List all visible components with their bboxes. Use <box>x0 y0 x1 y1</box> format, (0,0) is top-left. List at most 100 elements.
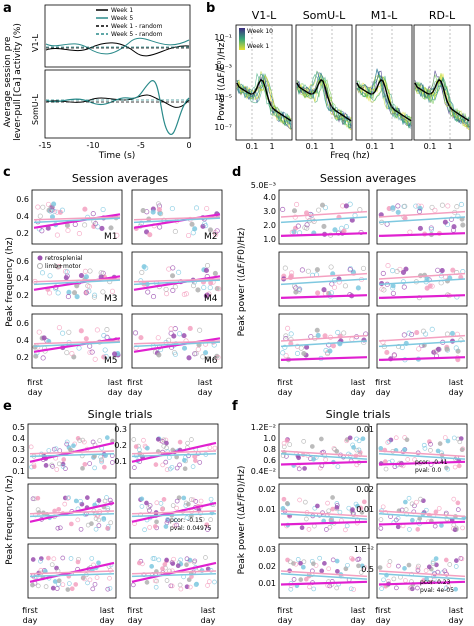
svg-text:0.8: 0.8 <box>263 445 276 454</box>
svg-text:0.1: 0.1 <box>114 457 127 466</box>
panel-d-xticks: first day last day first day last day <box>277 378 463 397</box>
svg-text:0.5: 0.5 <box>12 423 25 432</box>
panel-e-label: e <box>3 399 12 414</box>
panel-d: d Session averages Peak power ((ΔF/F0)/H… <box>232 165 468 397</box>
svg-text:10⁻¹: 10⁻¹ <box>214 33 232 42</box>
svg-text:pcor: -0.15: pcor: -0.15 <box>170 517 203 524</box>
panel-a-sub-v1: V1-L <box>31 34 40 52</box>
svg-text:-15: -15 <box>38 141 51 150</box>
panel-f-sub-0-1 <box>376 423 468 479</box>
svg-text:day: day <box>351 616 366 625</box>
svg-text:0.02: 0.02 <box>258 485 276 494</box>
svg-text:pval: 0.0: pval: 0.0 <box>415 467 441 474</box>
svg-text:0: 0 <box>186 141 191 150</box>
panel-b-title-3: RD-L <box>429 9 456 22</box>
panel-b-title-1: SomU-L <box>303 9 346 22</box>
panel-c-sub-M2 <box>131 189 223 245</box>
panel-a-xticks: -15 -10 -5 0 <box>38 141 191 150</box>
panel-a-top-axes <box>44 4 191 68</box>
svg-text:pval: 0.04975: pval: 0.04975 <box>170 525 212 532</box>
svg-text:retrosplenial: retrosplenial <box>45 255 83 262</box>
svg-text:day: day <box>201 616 216 625</box>
svg-text:0.3: 0.3 <box>12 445 25 454</box>
svg-text:1: 1 <box>447 142 452 151</box>
svg-text:day: day <box>376 388 391 397</box>
svg-text:0.2: 0.2 <box>12 456 25 465</box>
svg-text:first: first <box>127 378 143 387</box>
panel-e-sub-0-0 <box>27 423 117 479</box>
panel-e-sub-0-1 <box>129 423 219 479</box>
panel-d-title: Session averages <box>320 172 416 185</box>
svg-text:0.6: 0.6 <box>16 319 29 328</box>
svg-text:first: first <box>375 606 391 615</box>
panel-a-xlabel: Time (s) <box>98 151 136 161</box>
svg-text:first: first <box>277 606 293 615</box>
svg-text:day: day <box>23 616 38 625</box>
svg-text:0.3: 0.3 <box>114 425 127 434</box>
svg-text:0.01: 0.01 <box>356 505 374 514</box>
panel-a-sub-somu: SomU-L <box>31 93 40 125</box>
svg-text:M3: M3 <box>104 294 118 304</box>
panel-c-sub-M5 <box>31 313 123 369</box>
panel-e: e Single trials Peak frequency (hz) 0.5 0… <box>3 399 219 625</box>
svg-text:M5: M5 <box>104 356 118 366</box>
panel-c-title: Session averages <box>72 172 168 185</box>
panel-e-title: Single trials <box>88 408 153 421</box>
panel-c-sub-M6 <box>131 313 223 369</box>
svg-text:day: day <box>100 616 115 625</box>
panel-b-xlabel: Freq (hz) <box>330 151 370 161</box>
panel-c-sub-M3 <box>31 251 123 307</box>
svg-text:0.4: 0.4 <box>16 274 29 283</box>
svg-text:Week 1: Week 1 <box>111 7 133 14</box>
svg-text:1: 1 <box>329 142 334 151</box>
panel-b-axes-0 <box>235 24 293 141</box>
panel-f-sub-1-0 <box>278 483 370 539</box>
svg-text:0.02: 0.02 <box>258 562 276 571</box>
svg-text:0.5: 0.5 <box>361 565 374 574</box>
svg-text:Week 10: Week 10 <box>247 28 273 35</box>
panel-f-ylabel: Peak power ((ΔF/F0)/Hz) <box>237 466 247 575</box>
panel-d-sub-2-0 <box>278 313 370 369</box>
panel-d-sub-0-1 <box>376 189 468 245</box>
svg-text:pcor: -0.41: pcor: -0.41 <box>415 459 448 466</box>
panel-e-sub-2-0 <box>27 543 117 599</box>
svg-text:1.0: 1.0 <box>263 235 276 244</box>
svg-text:0.01: 0.01 <box>258 579 276 588</box>
svg-text:1.E⁻²: 1.E⁻² <box>354 545 374 554</box>
panel-c-xticks: first day last day first day last day <box>27 378 212 397</box>
svg-text:4.0: 4.0 <box>263 193 276 202</box>
panel-f-xticks: first day last day first day last day <box>277 606 463 625</box>
svg-text:last: last <box>108 378 122 387</box>
svg-text:first: first <box>277 378 293 387</box>
svg-text:day: day <box>28 388 43 397</box>
svg-text:0.1: 0.1 <box>366 142 379 151</box>
panel-f-sub-2-0 <box>278 543 370 599</box>
panel-c-ylabel: Peak frequency (hz) <box>5 237 15 327</box>
svg-text:0.1: 0.1 <box>12 467 25 476</box>
svg-text:2.0: 2.0 <box>263 221 276 230</box>
panel-b-ylabel: Power ((ΔF/F⁰)/Hz) <box>217 39 227 121</box>
svg-text:M1: M1 <box>104 232 118 242</box>
panel-e-xticks: first day last day first day last day <box>22 606 215 625</box>
svg-text:0.01: 0.01 <box>258 505 276 514</box>
svg-text:pval: 4e-05: pval: 4e-05 <box>420 587 454 594</box>
panel-d-yticks: 5.0E⁻³ 4.0 3.0 2.0 1.0 <box>251 181 276 244</box>
svg-text:0.2: 0.2 <box>16 291 29 300</box>
panel-e-ylabel: Peak frequency (hz) <box>5 475 15 565</box>
svg-text:0.4: 0.4 <box>16 212 29 221</box>
panel-e-sub-1-0 <box>27 483 117 539</box>
svg-text:3.0: 3.0 <box>263 207 276 216</box>
svg-text:0.4: 0.4 <box>16 336 29 345</box>
svg-text:0.1: 0.1 <box>306 142 319 151</box>
svg-text:first: first <box>127 606 143 615</box>
svg-text:1: 1 <box>269 142 274 151</box>
panel-f: f Single trials Peak power ((ΔF/F0)/Hz) … <box>232 399 468 625</box>
panel-f-sub-1-1 <box>376 483 468 539</box>
svg-text:first: first <box>27 378 43 387</box>
panel-d-sub-2-1 <box>376 313 468 369</box>
svg-text:Week 1: Week 1 <box>247 43 269 50</box>
svg-text:0.2: 0.2 <box>16 353 29 362</box>
svg-text:day: day <box>278 388 293 397</box>
panel-d-ylabel: Peak power ((ΔF/F0)/Hz) <box>237 228 247 337</box>
